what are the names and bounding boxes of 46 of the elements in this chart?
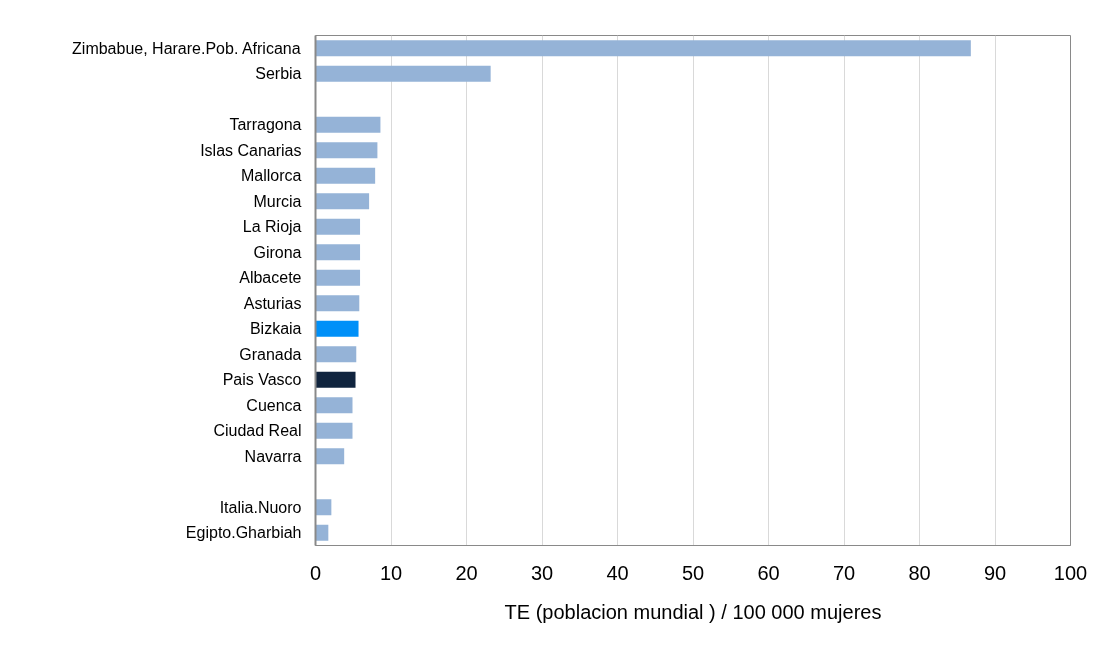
- y-tick-label: Albacete: [239, 269, 302, 287]
- y-tick-label: Granada: [239, 345, 302, 363]
- bar: [315, 65, 491, 82]
- y-tick-label: Islas Canarias: [200, 141, 302, 159]
- x-tick-label: 10: [379, 561, 403, 584]
- bar: [315, 193, 370, 210]
- x-tick-label: 90: [983, 561, 1007, 584]
- bar: [315, 269, 361, 286]
- x-tick-label: 80: [908, 561, 931, 584]
- y-tick-label: Serbia: [255, 65, 302, 83]
- y-tick-label: Italia.Nuoro: [219, 498, 302, 516]
- y-tick-label: Girona: [253, 243, 302, 261]
- y-tick-label: La Rioja: [242, 218, 302, 236]
- x-axis-title: TE (poblacion mundial ) / 100 000 mujeres: [504, 600, 882, 623]
- y-tick-label: Pais Vasco: [222, 371, 302, 389]
- bar: [315, 448, 345, 465]
- bar: [315, 320, 359, 337]
- bar: [315, 397, 353, 414]
- x-tick-label: 0: [309, 561, 322, 584]
- x-tick-label: 50: [681, 561, 705, 584]
- bar: [315, 167, 376, 184]
- y-tick-label: Murcia: [253, 192, 302, 210]
- x-tick-label: 60: [757, 561, 780, 584]
- y-tick-label: Tarragona: [229, 116, 302, 134]
- y-tick-label: Cuenca: [246, 396, 302, 414]
- bar: [315, 422, 353, 439]
- y-tick-label: Navarra: [244, 447, 302, 465]
- bar: [315, 218, 361, 235]
- y-tick-label: Egipto.Gharbiah: [185, 524, 302, 542]
- x-tick-label: 100: [1053, 561, 1088, 584]
- bar: [315, 371, 356, 388]
- x-tick-label: 40: [606, 561, 629, 584]
- y-tick-label: Ciudad Real: [213, 422, 302, 440]
- x-tick-label: 30: [530, 561, 554, 584]
- bar: [315, 244, 361, 261]
- y-tick-label: Asturias: [243, 294, 302, 312]
- bar: [315, 116, 381, 133]
- bar: [315, 40, 971, 57]
- bar: [315, 295, 360, 312]
- y-tick-label: Bizkaia: [249, 320, 302, 338]
- y-tick-label: Zimbabue, Harare.Pob. Africana: [72, 39, 301, 57]
- x-tick-label: 70: [832, 561, 856, 584]
- y-tick-label: Mallorca: [241, 167, 302, 185]
- bar: [315, 346, 357, 363]
- x-tick-label: 20: [455, 561, 478, 584]
- bar: [315, 142, 378, 159]
